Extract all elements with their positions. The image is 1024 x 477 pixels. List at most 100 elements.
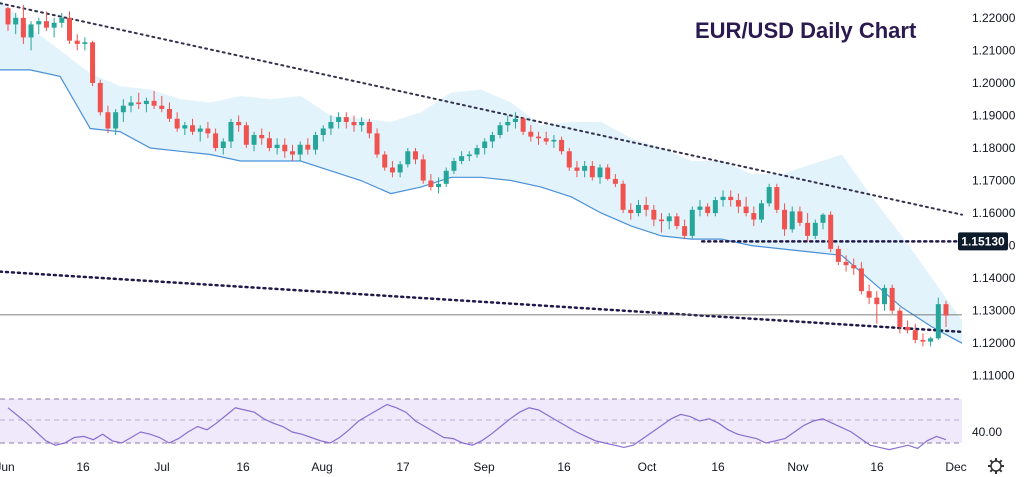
candle-body bbox=[843, 261, 849, 266]
y-tick-label: 1.17000 bbox=[972, 174, 1016, 188]
candle-body bbox=[628, 209, 634, 214]
candle-body bbox=[874, 297, 880, 305]
candle-body bbox=[858, 268, 864, 292]
candle-body bbox=[105, 112, 111, 129]
candle-body bbox=[482, 141, 488, 149]
candle-body bbox=[113, 112, 119, 129]
price-axis[interactable]: 1.22000 1.21000 1.20000 1.19000 1.18000 1.170… bbox=[972, 11, 1016, 383]
candle-body bbox=[712, 200, 718, 214]
candle-body bbox=[151, 100, 157, 106]
candle-body bbox=[605, 167, 611, 179]
candle-body bbox=[359, 121, 365, 126]
candle-body bbox=[289, 151, 295, 155]
candle-body bbox=[805, 222, 811, 236]
candle-body bbox=[751, 213, 757, 220]
candle-body bbox=[651, 209, 657, 220]
candle-body bbox=[789, 211, 795, 230]
candle-body bbox=[405, 151, 411, 165]
candle-body bbox=[328, 121, 334, 129]
x-tick-label: Jun bbox=[0, 460, 15, 474]
candle-body bbox=[43, 21, 49, 28]
candle-body bbox=[828, 214, 834, 249]
candle-body bbox=[443, 170, 449, 184]
rsi-band-fill bbox=[0, 399, 962, 443]
candle-body bbox=[505, 121, 511, 126]
candle-body bbox=[720, 196, 726, 201]
candle-body bbox=[266, 138, 272, 149]
candle-body bbox=[597, 167, 603, 178]
candle-body bbox=[220, 141, 226, 149]
candle-body bbox=[51, 22, 57, 28]
candle-body bbox=[243, 125, 249, 145]
candle-body bbox=[336, 117, 342, 122]
candle-body bbox=[205, 128, 211, 134]
candle-body bbox=[143, 100, 149, 105]
x-tick-label: Jul bbox=[154, 460, 169, 474]
candle-body bbox=[5, 8, 11, 25]
candle-body bbox=[228, 121, 234, 142]
candle-body bbox=[197, 128, 203, 132]
candle-body bbox=[536, 136, 542, 139]
x-tick-label: Aug bbox=[311, 460, 332, 474]
candle-body bbox=[920, 339, 926, 342]
time-axis[interactable]: Jun 16 Jul 16 Aug 17 Sep 16 Oct 16 Nov 16 Dec bbox=[0, 460, 967, 474]
candle-body bbox=[120, 105, 126, 113]
candle-body bbox=[912, 330, 918, 340]
candle-body bbox=[182, 125, 188, 129]
current-price-tag: 1.15130 bbox=[958, 232, 1008, 251]
y-tick-label: 1.12000 bbox=[972, 336, 1016, 350]
candle-body bbox=[897, 310, 903, 327]
candle-body bbox=[251, 135, 257, 145]
candle-body bbox=[313, 135, 319, 150]
candle-body bbox=[382, 154, 388, 168]
candle-body bbox=[259, 135, 265, 139]
candle-body bbox=[551, 139, 557, 142]
candle-body bbox=[612, 178, 618, 184]
candle-body bbox=[174, 118, 180, 129]
x-tick-label: Sep bbox=[473, 460, 495, 474]
trendline-2 bbox=[0, 270, 964, 334]
candle-body bbox=[543, 138, 549, 142]
x-tick-label: 16 bbox=[711, 460, 725, 474]
x-tick-label: Nov bbox=[787, 460, 808, 474]
candle-body bbox=[374, 133, 380, 155]
candle-body bbox=[474, 148, 480, 155]
candle-body bbox=[566, 151, 572, 168]
candle-body bbox=[682, 226, 688, 236]
candle-body bbox=[128, 102, 134, 106]
candle-body bbox=[20, 17, 26, 38]
candle-body bbox=[59, 17, 65, 23]
candle-body bbox=[97, 82, 103, 113]
candle-body bbox=[13, 17, 19, 25]
candle-body bbox=[305, 144, 311, 150]
rsi-pane[interactable]: 40.00 bbox=[0, 398, 1002, 451]
candle-body bbox=[274, 144, 280, 149]
candle-body bbox=[166, 108, 172, 119]
x-tick-label: 16 bbox=[76, 460, 90, 474]
current-price-background bbox=[958, 232, 1008, 251]
bollinger-band-fill bbox=[0, 0, 962, 344]
candle-body bbox=[451, 161, 457, 171]
candle-body bbox=[343, 117, 349, 122]
y-tick-label: 1.18000 bbox=[972, 141, 1016, 155]
candle-body bbox=[90, 42, 96, 83]
candle-body bbox=[635, 204, 641, 214]
candle-body bbox=[666, 216, 672, 222]
rsi-line bbox=[7, 403, 947, 451]
x-tick-label: 16 bbox=[870, 460, 884, 474]
x-tick-label: 17 bbox=[396, 460, 410, 474]
candle-body bbox=[528, 131, 534, 137]
price-pane[interactable] bbox=[0, 0, 964, 347]
candle-body bbox=[520, 118, 526, 132]
candle-body bbox=[559, 139, 565, 152]
candle-body bbox=[881, 287, 887, 305]
candle-body bbox=[428, 180, 434, 188]
candle-body bbox=[351, 121, 357, 126]
candle-body bbox=[489, 135, 495, 142]
candle-body bbox=[320, 128, 326, 136]
y-tick-label: 1.20000 bbox=[972, 76, 1016, 90]
y-tick-label: 1.21000 bbox=[972, 43, 1016, 57]
settings-gear-icon[interactable] bbox=[988, 458, 1004, 474]
y-tick-label: 1.16000 bbox=[972, 206, 1016, 220]
